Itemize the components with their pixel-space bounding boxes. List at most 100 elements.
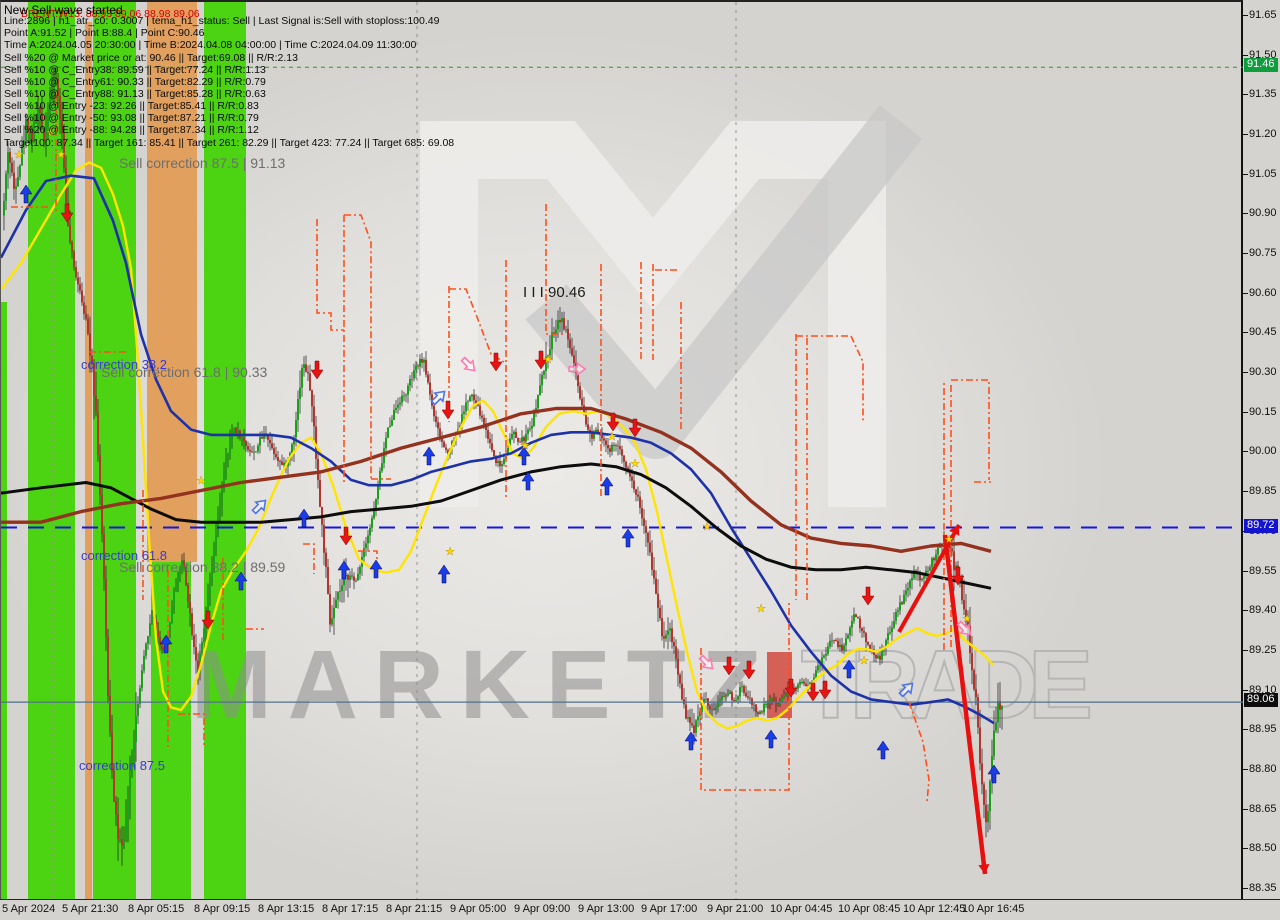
price-tick-mark <box>1243 411 1248 413</box>
price-badge: 89.06 <box>1244 693 1278 708</box>
signal-stars: ★★★★★★★★★★★★★★ <box>14 127 972 667</box>
price-tick-label: 90.45 <box>1249 326 1277 339</box>
price-tick-label: 88.65 <box>1249 802 1277 815</box>
price-tick-mark <box>1243 134 1248 135</box>
svg-text:★: ★ <box>756 603 766 615</box>
svg-text:correction 38.2: correction 38.2 <box>81 357 167 372</box>
price-tick-mark <box>1243 94 1248 96</box>
price-tick-label: 89.10 <box>1249 683 1277 696</box>
price-tick-mark <box>1243 372 1248 374</box>
time-axis-label: 9 Apr 21:00 <box>707 903 764 915</box>
price-tick-label: 91.50 <box>1249 48 1277 61</box>
price-tick-mark <box>1243 768 1248 770</box>
svg-text:★: ★ <box>46 127 56 139</box>
price-tick-mark <box>1243 253 1248 255</box>
trend-lines[interactable] <box>897 524 990 875</box>
svg-text:★: ★ <box>702 521 712 533</box>
time-axis-label: 8 Apr 09:15 <box>194 903 251 915</box>
svg-text:Sell correction 87.5 | 91.13: Sell correction 87.5 | 91.13 <box>119 155 286 171</box>
price-tick-mark <box>1243 610 1248 612</box>
price-tick-label: 90.90 <box>1249 207 1277 220</box>
svg-text:TRADE: TRADE <box>801 630 1093 739</box>
svg-text:★: ★ <box>962 613 972 625</box>
price-tick-label: 89.25 <box>1249 643 1277 656</box>
svg-text:★: ★ <box>14 149 24 161</box>
time-axis-label: 8 Apr 13:15 <box>258 903 315 915</box>
time-axis-label: 9 Apr 17:00 <box>641 903 698 915</box>
svg-text:★: ★ <box>630 458 640 470</box>
time-axis-label: 8 Apr 17:15 <box>322 903 379 915</box>
svg-text:correction 87.5: correction 87.5 <box>79 758 165 773</box>
price-tick-label: 90.15 <box>1249 405 1277 418</box>
trailing-stop-line <box>11 94 991 803</box>
price-tick-label: 91.35 <box>1249 88 1277 101</box>
svg-text:★: ★ <box>543 354 553 366</box>
time-axis-label: 5 Apr 21:30 <box>62 903 119 915</box>
price-tick-mark <box>1243 649 1248 651</box>
price-tick-mark <box>1243 887 1248 889</box>
time-axis-label: 8 Apr 21:15 <box>386 903 443 915</box>
time-axis-label: 10 Apr 04:45 <box>770 903 833 915</box>
time-axis-label: 8 Apr 05:15 <box>128 903 185 915</box>
time-axis-label: 9 Apr 09:00 <box>514 903 571 915</box>
price-tick-label: 88.50 <box>1249 842 1277 855</box>
time-axis-label: 5 Apr 2024 <box>2 903 56 915</box>
svg-text:★: ★ <box>520 440 530 452</box>
price-tick-label: 89.40 <box>1249 604 1277 617</box>
day-separator-lines <box>51 2 737 901</box>
price-tick-label: 90.30 <box>1249 366 1277 379</box>
svg-text:★: ★ <box>196 475 206 487</box>
svg-text:Sell correction 61.8 | 90.33: Sell correction 61.8 | 90.33 <box>101 364 268 380</box>
signal-highlight-bands <box>1 2 246 901</box>
time-axis-label: 10 Apr 12:45 <box>903 903 966 915</box>
price-tick-label: 90.00 <box>1249 445 1277 458</box>
price-tick-mark <box>1243 173 1248 175</box>
price-tick-label: 90.75 <box>1249 247 1277 260</box>
svg-text:★: ★ <box>56 149 66 161</box>
price-badge: 91.46 <box>1244 58 1278 73</box>
svg-text:I I I 90.46: I I I 90.46 <box>523 284 586 301</box>
price-tick-label: 90.60 <box>1249 286 1277 299</box>
bull-candles <box>3 77 1003 846</box>
chart-plot-area[interactable]: MARKETZ TRADE ★ ★ ★ ★ ★ ★ ★ ★ ★ ★ ★ ★ ★ ★ Sell correctio… <box>0 0 1244 901</box>
candlestick-chart-canvas[interactable]: MARKETZ TRADE★★★★★★★★★★★★★★Sell correctio… <box>1 2 1244 901</box>
price-tick-mark <box>1243 729 1248 731</box>
hollow-signal-arrows <box>251 356 972 698</box>
price-tick-label: 88.80 <box>1249 762 1277 775</box>
price-tick-label: 88.95 <box>1249 723 1277 736</box>
price-tick-label: 91.65 <box>1249 9 1277 21</box>
chart-annotations: Sell correction 87.5 | 91.13 correction 3… <box>79 155 586 773</box>
time-axis[interactable]: 5 Apr 2024 5 Apr 21:30 8 Apr 05:15 8 Apr 09… <box>0 899 1280 920</box>
price-tick-mark <box>1243 848 1248 850</box>
time-axis-label: 10 Apr 08:45 <box>838 903 901 915</box>
price-tick-label: 89.55 <box>1249 564 1277 577</box>
price-tick-mark <box>1243 491 1248 493</box>
time-axis-label: 9 Apr 05:00 <box>450 903 507 915</box>
svg-text:★: ★ <box>944 534 954 546</box>
price-tick-label: 89.85 <box>1249 485 1277 498</box>
horizontal-price-lines <box>1 66 1244 703</box>
svg-text:★: ★ <box>445 546 455 558</box>
svg-text:★: ★ <box>607 431 617 443</box>
svg-text:Sell correction 38.2 | 89.59: Sell correction 38.2 | 89.59 <box>119 559 286 575</box>
price-badge: 89.72 <box>1244 518 1278 533</box>
price-tick-mark <box>1243 213 1248 215</box>
price-axis[interactable]: 91.65 91.50 91.35 91.20 91.05 90.90 90.75 90.60… <box>1243 0 1280 899</box>
price-tick-label: 91.05 <box>1249 167 1277 180</box>
price-tick-label: 88.35 <box>1249 881 1277 894</box>
ma-maroon-line <box>1 406 992 553</box>
ma-black-line <box>1 462 992 590</box>
svg-text:MARKETZ: MARKETZ <box>191 630 761 739</box>
svg-text:★: ★ <box>859 655 869 667</box>
price-tick-mark <box>1243 808 1248 810</box>
price-tick-mark <box>1243 332 1248 334</box>
price-tick-mark <box>1243 54 1248 56</box>
price-tick-mark <box>1243 292 1248 294</box>
price-tick-mark <box>1243 451 1248 453</box>
price-tick-mark <box>1243 689 1248 691</box>
sell-arrows <box>60 203 965 702</box>
price-tick-label: 91.20 <box>1249 128 1277 140</box>
time-axis-label: 10 Apr 16:45 <box>962 903 1025 915</box>
price-tick-mark <box>1243 570 1248 572</box>
